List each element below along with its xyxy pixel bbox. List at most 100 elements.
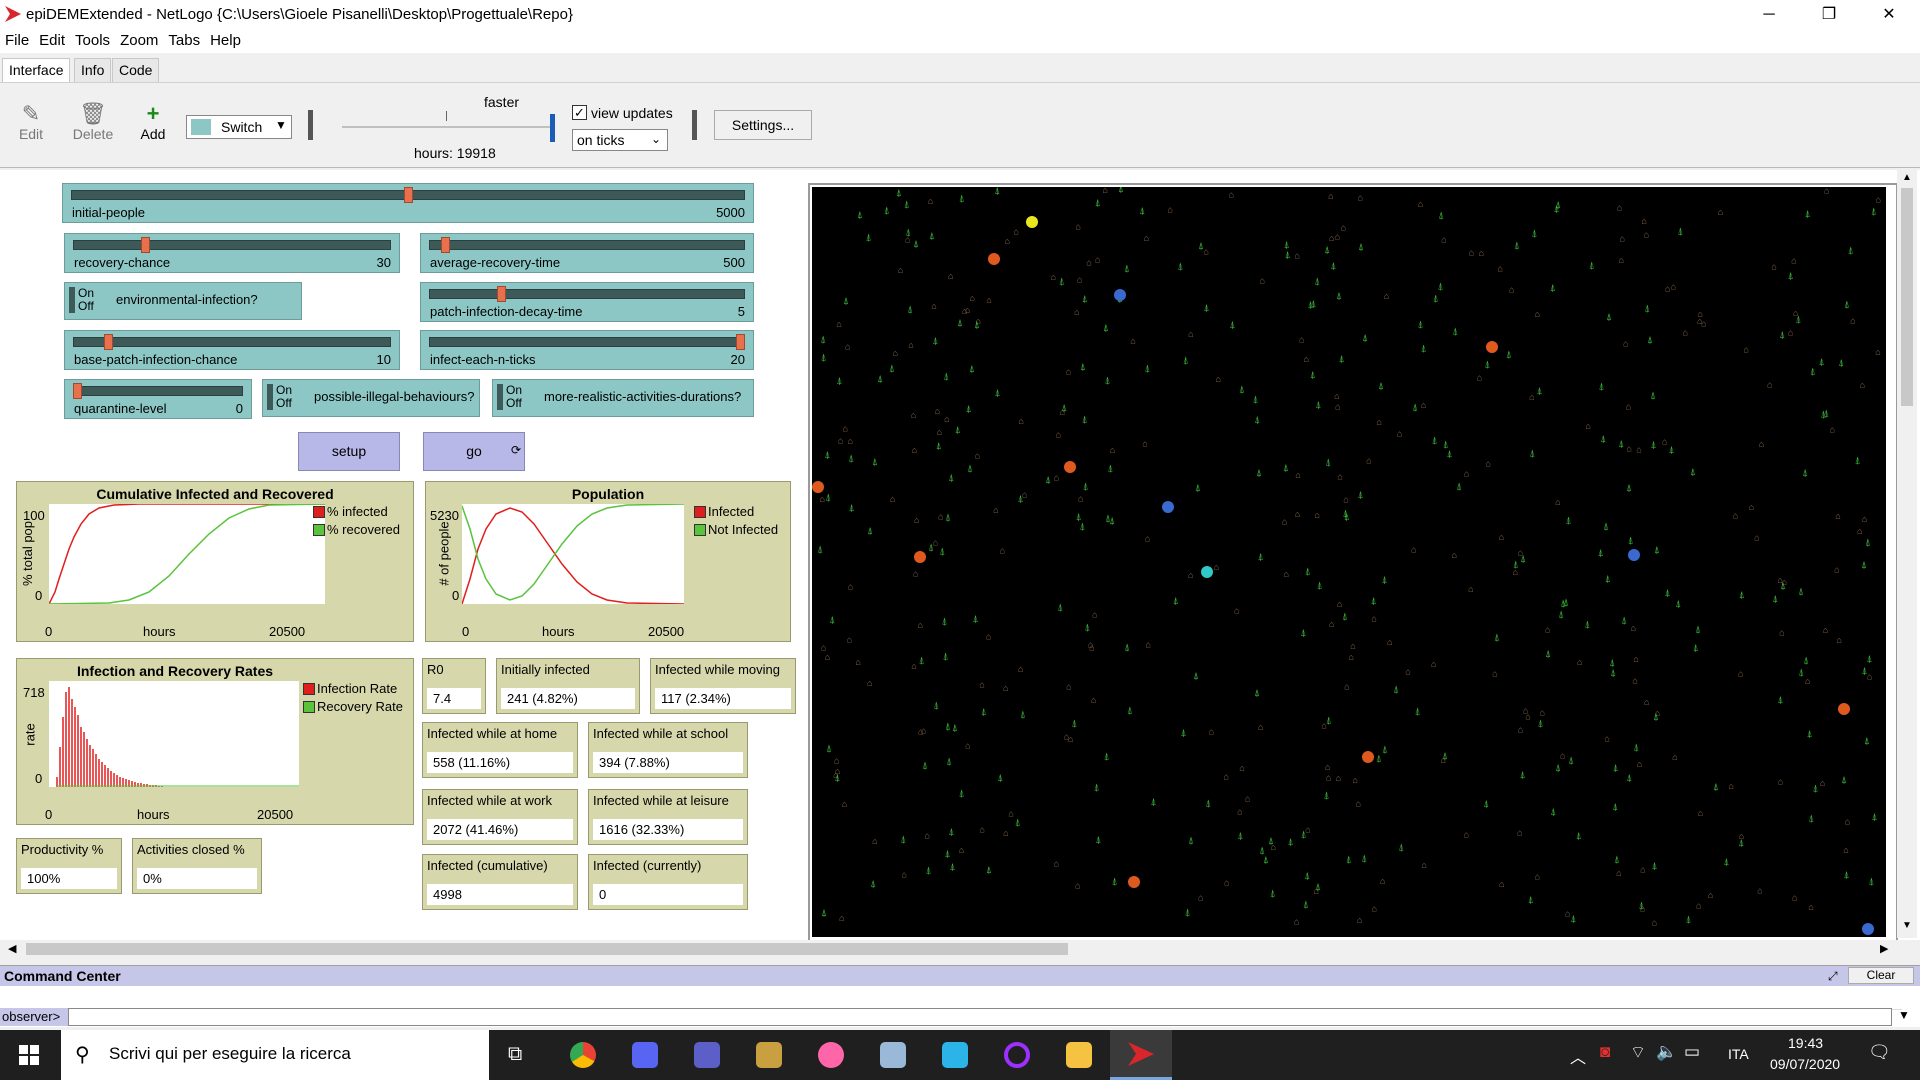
house-agent: ⌂ [1626, 401, 1631, 411]
slider-base-patch-infection-chance[interactable]: base-patch-infection-chance 10 [64, 330, 400, 370]
switch-more-realistic-activities-durations[interactable]: On Off more-realistic-activities-duration… [492, 379, 754, 417]
setup-button[interactable]: setup [298, 432, 400, 471]
world-view[interactable]: ⌂ ⍋ ⍋ ⍋ ⍋ ⌂ ⌂ ⍋ ⍋ ⍋ ⌂ ⌂ ⌂ ⌂ ⌂ ⌂ ⍋ ⌂ ⌂ ⍋ ⌂ ⍋ ⌂ ⌂ ⍋ ⍋ ⍋ ⌂ ⍋ ⍋ ⍋ ⍋ ⍋ ⍋ ⌂ ⍋ ⌂ ⌂ ⍋ ⌂… [812, 184, 1886, 937]
taskbar-search[interactable]: ⚲ Scrivi qui per eseguire la ricerca [61, 1030, 489, 1080]
chrome-icon[interactable] [570, 1042, 596, 1068]
discord-icon[interactable] [632, 1042, 658, 1068]
clock-date[interactable]: 09/07/2020 [1770, 1056, 1841, 1072]
settings-button[interactable]: Settings... [714, 110, 812, 140]
language-indicator[interactable]: ITA [1728, 1046, 1749, 1062]
y-axis-label: # of people [436, 521, 452, 586]
observer-prompt[interactable]: observer> [0, 1008, 68, 1026]
slider-track [429, 289, 745, 299]
menu-edit[interactable]: Edit [39, 32, 66, 49]
y-tick-min: 0 [452, 588, 460, 603]
netlogo-taskbar-button[interactable] [1110, 1030, 1172, 1080]
tab-code[interactable]: Code [112, 58, 160, 82]
house-agent: ⌂ [901, 869, 906, 879]
switch-toggle[interactable]: On Off [69, 287, 95, 313]
scroll-up-icon[interactable]: ▲ [1902, 172, 1912, 183]
cortana-icon[interactable] [1004, 1042, 1030, 1068]
vertical-scrollbar[interactable]: ▲ ▼ [1897, 170, 1917, 938]
task-view-icon[interactable]: ⧉ [508, 1043, 523, 1065]
menu-zoom[interactable]: Zoom [120, 32, 159, 49]
tray-app-icon[interactable]: ◙ [1600, 1042, 1611, 1061]
add-button[interactable]: + Add [130, 102, 176, 143]
speed-slider-handle[interactable] [550, 114, 555, 142]
slider-quarantine-level[interactable]: quarantine-level 0 [64, 379, 252, 419]
chevron-down-icon[interactable]: ▼ [1898, 1008, 1910, 1022]
tab-info[interactable]: Info [74, 58, 112, 82]
slider-knob[interactable] [441, 237, 451, 253]
house-agent: ⌂ [1282, 517, 1287, 527]
person-agent: ⍋ [1094, 783, 1100, 794]
horizontal-scroll-thumb[interactable] [26, 943, 1068, 955]
slider-infect-each-n-ticks[interactable]: infect-each-n-ticks 20 [420, 330, 754, 370]
house-agent: ⌂ [1078, 494, 1083, 504]
vpn-icon[interactable] [942, 1042, 968, 1068]
slider-knob[interactable] [496, 286, 506, 302]
slider-knob[interactable] [103, 334, 113, 350]
slider-track [73, 240, 391, 250]
house-agent: ⌂ [898, 265, 903, 275]
monitor-value: 241 (4.82%) [501, 688, 635, 709]
scroll-left-icon[interactable]: ◀ [8, 943, 17, 955]
horizontal-scrollbar[interactable]: ◀ ▶ [0, 940, 1898, 958]
scroll-down-icon[interactable]: ▼ [1902, 920, 1912, 931]
update-mode-select[interactable]: on ticks ⌄ [572, 129, 668, 151]
notifications-icon[interactable]: 🗨 [1868, 1042, 1891, 1062]
edit-button[interactable]: ✎ Edit [8, 102, 54, 143]
teams-icon[interactable] [694, 1042, 720, 1068]
slider-recovery-chance[interactable]: recovery-chance 30 [64, 233, 400, 273]
switch-toggle[interactable]: On Off [497, 384, 523, 410]
slider-initial-people[interactable]: initial-people 5000 [62, 183, 754, 223]
command-input[interactable] [68, 1008, 1892, 1026]
menu-file[interactable]: File [5, 32, 30, 49]
switch-environmental-infection[interactable]: On Off environmental-infection? [64, 282, 302, 320]
osu-icon[interactable] [818, 1042, 844, 1068]
windows-start-icon[interactable] [19, 1045, 39, 1065]
monitor-infected-school: Infected while at school 394 (7.88%) [588, 722, 748, 778]
wifi-icon[interactable]: ⌔ [1630, 1043, 1646, 1062]
slider-knob[interactable] [403, 187, 413, 203]
view-updates-checkbox[interactable]: ✓ [572, 105, 587, 120]
clock-time[interactable]: 19:43 [1788, 1035, 1824, 1051]
slider-average-recovery-time[interactable]: average-recovery-time 500 [420, 233, 754, 273]
switch-toggle[interactable]: On Off [267, 384, 293, 410]
house-agent: ⌂ [1517, 827, 1522, 837]
scroll-right-icon[interactable]: ▶ [1880, 943, 1889, 955]
chevron-up-icon[interactable]: ︿ [1570, 1050, 1587, 1067]
speed-slider[interactable] [342, 126, 552, 128]
clear-button[interactable]: Clear [1848, 967, 1914, 984]
maximize-button[interactable]: ❐ [1821, 6, 1837, 23]
volume-icon[interactable]: 🔈 [1656, 1042, 1678, 1061]
league-icon[interactable] [756, 1042, 782, 1068]
house-agent: ⌂ [1577, 657, 1582, 667]
slider-knob[interactable] [73, 383, 82, 399]
tab-interface[interactable]: Interface [2, 58, 71, 82]
delete-button[interactable]: 🗑 Delete [70, 102, 116, 143]
switch-possible-illegal-behaviours[interactable]: On Off possible-illegal-behaviours? [262, 379, 480, 417]
expand-icon[interactable]: ⤢ [1828, 969, 1838, 983]
go-button[interactable]: go ⟳ [423, 432, 525, 471]
house-agent: ⌂ [1850, 316, 1855, 326]
person-agent: ⍋ [1082, 415, 1088, 426]
house-agent: ⌂ [948, 271, 953, 281]
person-agent: ⍋ [1095, 198, 1101, 209]
slider-patch-infection-decay-time[interactable]: patch-infection-decay-time 5 [420, 282, 754, 322]
game-icon[interactable] [880, 1042, 906, 1068]
widget-type-select[interactable]: Switch ▼ [186, 115, 292, 139]
menu-tools[interactable]: Tools [75, 32, 111, 49]
minimize-button[interactable]: ─ [1763, 6, 1775, 23]
house-agent: ⌂ [890, 494, 895, 504]
slider-knob[interactable] [140, 237, 150, 253]
vertical-scroll-thumb[interactable] [1901, 188, 1913, 406]
menu-help[interactable]: Help [210, 32, 241, 49]
house-agent: ⌂ [1313, 886, 1318, 896]
legend-item: % infected [327, 504, 388, 519]
menu-tabs[interactable]: Tabs [168, 32, 201, 49]
battery-icon[interactable]: ▭ [1684, 1042, 1701, 1061]
close-button[interactable]: ✕ [1882, 6, 1896, 23]
slider-knob[interactable] [736, 334, 745, 350]
file-explorer-icon[interactable] [1066, 1042, 1092, 1068]
